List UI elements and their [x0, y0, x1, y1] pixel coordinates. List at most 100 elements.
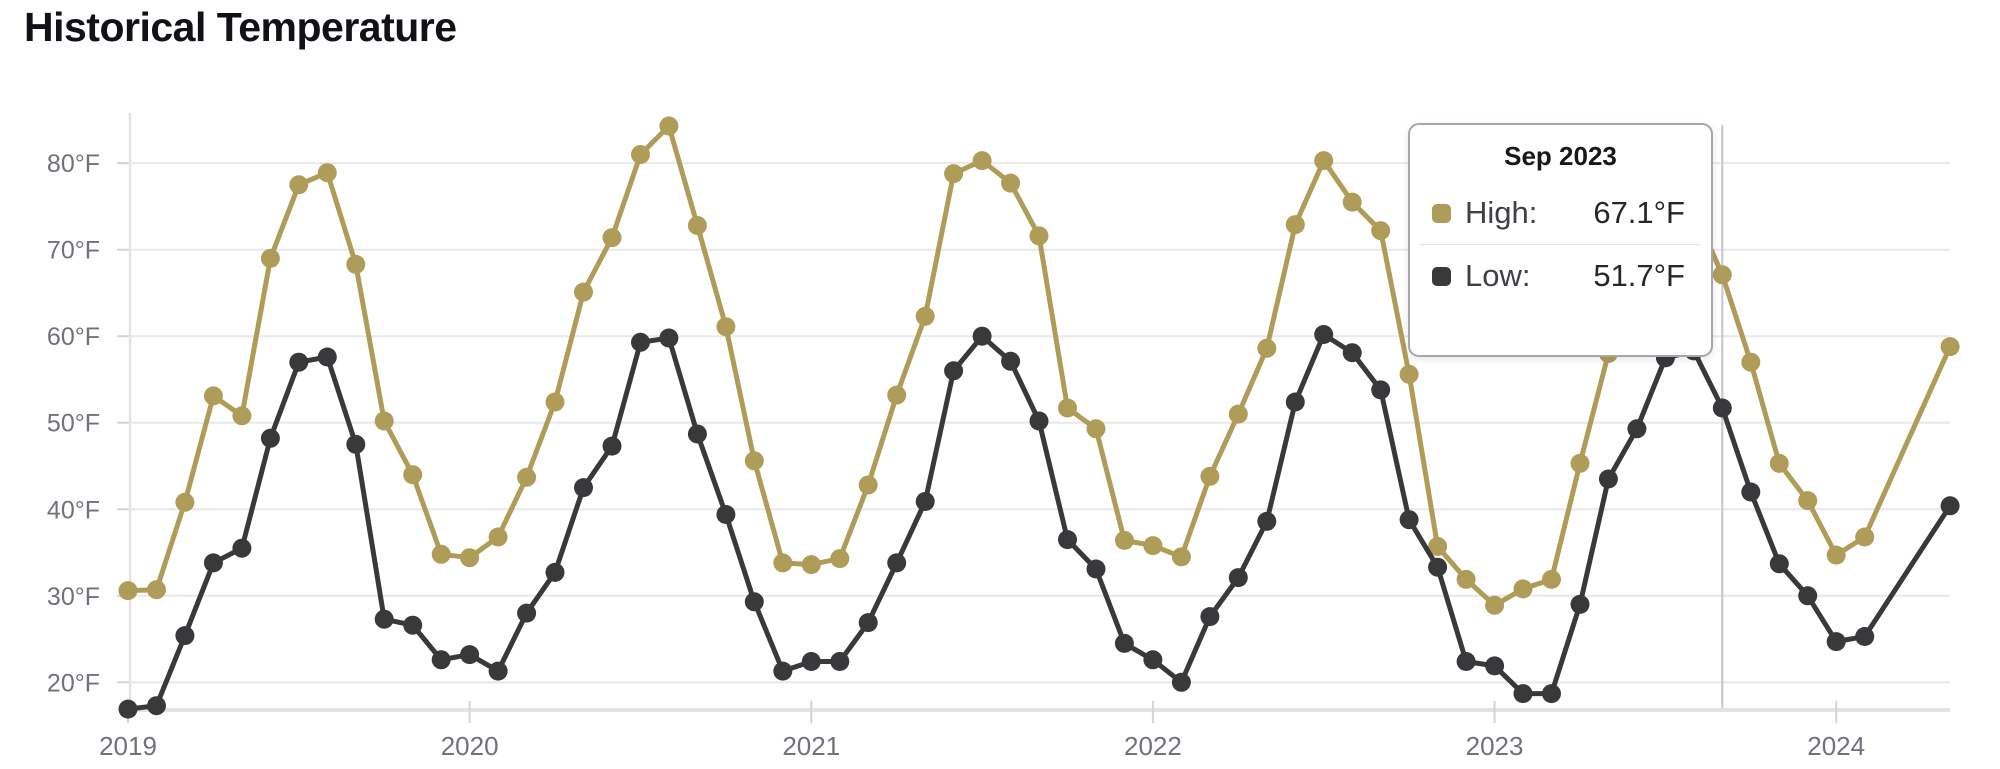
- data-point-high-48[interactable]: [1485, 595, 1505, 615]
- data-point-low-34[interactable]: [1086, 559, 1106, 579]
- data-point-high-20[interactable]: [687, 216, 707, 235]
- data-point-low-4[interactable]: [232, 538, 252, 558]
- data-point-low-35[interactable]: [1114, 633, 1134, 653]
- data-point-low-50[interactable]: [1542, 684, 1561, 704]
- data-point-low-51[interactable]: [1570, 594, 1590, 614]
- data-point-low-22[interactable]: [744, 592, 764, 612]
- data-point-low-38[interactable]: [1200, 607, 1220, 627]
- data-point-high-59[interactable]: [1798, 491, 1818, 511]
- data-point-high-51[interactable]: [1570, 453, 1590, 473]
- data-point-low-12[interactable]: [460, 645, 480, 665]
- data-point-low-29[interactable]: [944, 361, 964, 381]
- data-point-low-39[interactable]: [1228, 568, 1248, 588]
- data-point-low-46[interactable]: [1428, 557, 1448, 577]
- data-point-high-22[interactable]: [744, 451, 764, 471]
- data-point-low-47[interactable]: [1456, 652, 1476, 671]
- data-point-high-5[interactable]: [260, 248, 280, 268]
- data-point-low-1[interactable]: [147, 696, 166, 716]
- data-point-low-32[interactable]: [1029, 411, 1049, 431]
- data-point-low-9[interactable]: [374, 609, 394, 629]
- data-point-high-61[interactable]: [1855, 527, 1875, 547]
- data-point-high-43[interactable]: [1342, 192, 1362, 212]
- data-point-low-23[interactable]: [773, 661, 793, 681]
- data-point-high-0[interactable]: [118, 581, 138, 601]
- data-point-low-5[interactable]: [260, 428, 280, 448]
- data-point-high-60[interactable]: [1826, 545, 1846, 565]
- data-point-low-64[interactable]: [1940, 496, 1960, 516]
- data-point-high-34[interactable]: [1086, 419, 1106, 439]
- data-point-high-44[interactable]: [1371, 221, 1391, 241]
- data-point-high-6[interactable]: [289, 175, 309, 195]
- data-point-high-58[interactable]: [1769, 453, 1789, 473]
- data-point-low-20[interactable]: [687, 424, 707, 444]
- data-point-low-15[interactable]: [545, 562, 565, 582]
- data-point-low-56[interactable]: [1712, 398, 1732, 418]
- data-point-low-52[interactable]: [1598, 469, 1618, 489]
- data-point-low-37[interactable]: [1171, 672, 1191, 692]
- data-point-high-8[interactable]: [346, 254, 366, 274]
- data-point-high-18[interactable]: [631, 145, 650, 164]
- data-point-high-50[interactable]: [1542, 569, 1561, 589]
- data-point-low-53[interactable]: [1627, 419, 1647, 439]
- data-point-low-49[interactable]: [1513, 684, 1533, 704]
- data-point-high-3[interactable]: [203, 386, 223, 406]
- data-point-high-45[interactable]: [1399, 364, 1419, 384]
- data-point-low-17[interactable]: [602, 436, 622, 456]
- data-point-low-27[interactable]: [887, 553, 907, 573]
- data-point-low-31[interactable]: [1001, 351, 1021, 371]
- data-point-low-36[interactable]: [1143, 650, 1163, 670]
- data-point-high-56[interactable]: [1712, 265, 1732, 285]
- data-point-low-21[interactable]: [716, 505, 736, 524]
- data-point-high-41[interactable]: [1285, 215, 1305, 235]
- data-point-high-37[interactable]: [1171, 547, 1191, 567]
- data-point-high-39[interactable]: [1228, 404, 1248, 424]
- data-point-high-9[interactable]: [374, 411, 394, 431]
- data-point-high-57[interactable]: [1741, 352, 1761, 372]
- data-point-high-40[interactable]: [1257, 338, 1277, 358]
- data-point-low-40[interactable]: [1257, 511, 1277, 531]
- data-point-high-11[interactable]: [431, 544, 451, 564]
- data-point-high-2[interactable]: [175, 492, 195, 512]
- data-point-low-16[interactable]: [574, 478, 593, 498]
- data-point-low-19[interactable]: [659, 328, 679, 348]
- data-point-low-3[interactable]: [203, 553, 223, 573]
- data-point-low-42[interactable]: [1314, 325, 1334, 344]
- data-point-high-12[interactable]: [460, 548, 480, 568]
- data-point-high-25[interactable]: [830, 549, 850, 569]
- data-point-high-35[interactable]: [1114, 530, 1134, 550]
- data-point-high-16[interactable]: [574, 282, 593, 302]
- data-point-low-2[interactable]: [175, 626, 195, 646]
- data-point-high-31[interactable]: [1001, 173, 1021, 193]
- data-point-high-17[interactable]: [602, 228, 622, 248]
- data-point-high-4[interactable]: [232, 406, 252, 426]
- data-point-high-19[interactable]: [659, 116, 679, 136]
- data-point-high-46[interactable]: [1428, 537, 1448, 556]
- data-point-low-58[interactable]: [1769, 554, 1789, 574]
- data-point-high-30[interactable]: [972, 151, 992, 171]
- data-point-high-7[interactable]: [317, 163, 337, 183]
- data-point-high-36[interactable]: [1143, 536, 1163, 556]
- data-point-high-23[interactable]: [773, 553, 793, 573]
- data-point-low-41[interactable]: [1285, 392, 1305, 412]
- data-point-low-18[interactable]: [631, 332, 650, 352]
- data-point-low-11[interactable]: [431, 650, 451, 670]
- data-point-low-59[interactable]: [1798, 586, 1818, 606]
- data-point-high-64[interactable]: [1940, 337, 1960, 357]
- data-point-low-30[interactable]: [972, 326, 992, 346]
- data-point-low-7[interactable]: [317, 347, 337, 367]
- data-point-high-42[interactable]: [1314, 151, 1334, 171]
- data-point-high-27[interactable]: [887, 385, 907, 405]
- data-point-high-32[interactable]: [1029, 226, 1049, 246]
- data-point-low-60[interactable]: [1826, 632, 1846, 652]
- data-point-low-28[interactable]: [915, 492, 935, 511]
- data-point-low-48[interactable]: [1485, 656, 1505, 676]
- data-point-low-33[interactable]: [1058, 530, 1077, 550]
- data-point-high-33[interactable]: [1058, 398, 1077, 418]
- data-point-high-1[interactable]: [147, 580, 166, 600]
- data-point-low-6[interactable]: [289, 352, 309, 372]
- data-point-high-24[interactable]: [801, 555, 821, 575]
- data-point-high-26[interactable]: [858, 475, 878, 495]
- data-point-low-45[interactable]: [1399, 510, 1419, 530]
- data-point-high-10[interactable]: [403, 465, 423, 485]
